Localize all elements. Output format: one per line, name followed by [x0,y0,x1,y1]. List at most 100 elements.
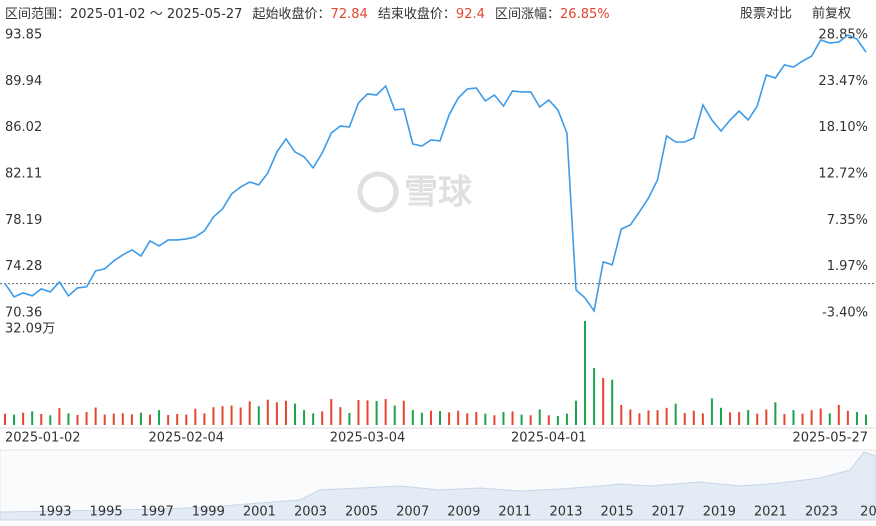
volume-bar [629,409,632,425]
volume-bar [230,405,233,425]
volume-bar [475,412,478,425]
adjust-button[interactable]: 前复权 [812,6,851,22]
volume-bar [493,415,496,425]
y2-tick-label: 18.10% [818,120,868,135]
volume-bar [502,412,505,425]
price-line [4,34,867,313]
volume-bar [49,415,52,425]
volume-bar [176,413,179,425]
volume-bar [13,414,16,425]
navigator-year: 2017 [652,505,685,520]
volume-bar [348,413,351,425]
y-tick-label: 86.02 [5,120,42,135]
volume-bar [58,408,61,425]
volume-bar [602,378,605,425]
volume-bar [411,410,414,425]
navigator-year: 2005 [345,505,378,520]
volume-bar [239,407,242,425]
volume-bar [729,412,732,425]
volume-bar [810,410,813,425]
y2-tick-label: 28.85% [818,28,868,43]
watermark-logo [357,171,399,213]
volume-bar [303,410,306,425]
volume-bar [402,400,405,425]
volume-bar [511,411,514,425]
y2-tick-label: -3.40% [822,306,868,321]
volume-bar [865,414,867,425]
volume-bar [149,414,152,425]
y2-tick-label: 12.72% [818,167,868,182]
navigator-year: 2013 [549,505,582,520]
volume-bar [366,400,369,425]
volume-bar [611,379,614,425]
volume-bar [584,321,587,425]
volume-bar [792,410,795,425]
volume-bar [448,412,451,425]
volume-bar [710,398,713,425]
navigator-year: 2021 [754,505,787,520]
volume-bar [457,410,460,425]
volume-bar [284,400,287,425]
volume-bar [529,415,532,425]
volume-bar [103,414,106,425]
navigator-year: 1997 [141,505,174,520]
volume-bar [846,410,849,425]
volume-bar [593,367,596,425]
navigator-year: 2001 [243,505,276,520]
navigator-year: 2007 [396,505,429,520]
volume-bar [40,413,43,425]
volume-bar [22,412,25,425]
volume-bar [4,413,6,425]
navigator-year: 2009 [447,505,480,520]
navigator-year: 2019 [703,505,736,520]
volume-bar [719,407,722,425]
volume-bar [248,401,251,425]
volume-bar [765,409,768,425]
x-tick-label: 2025-04-01 [511,431,587,446]
range-label: 区间范围： [5,7,70,22]
volume-bar [330,399,333,425]
volume-bar [321,411,324,425]
volume-bar [565,413,568,425]
volume-bar [357,400,360,425]
volume-bar [774,402,777,425]
volume-bar [375,401,378,425]
volume-bar [393,405,396,425]
volume-bar [801,413,804,425]
y-tick-label: 74.28 [5,259,42,274]
start-label: 起始收盘价： [253,6,331,22]
volume-bar [384,399,387,425]
volume-bar [139,412,142,425]
navigator-year: 1995 [90,505,123,520]
compare-button[interactable]: 股票对比 [740,7,792,22]
volume-bar [855,412,858,425]
volume-bar [420,412,423,425]
volume-tick-label: 32.09万 [5,322,55,337]
y2-tick-label: 23.47% [818,74,868,89]
volume-bar [828,413,831,425]
volume-bar [819,408,822,425]
volume-bar [837,404,840,425]
range: 2025-01-02 ～ 2025-05-27 [70,7,242,22]
volume-bar [194,408,197,425]
change-label: 区间涨幅： [495,7,560,22]
y-tick-label: 78.19 [5,213,42,228]
y-tick-label: 93.85 [5,28,42,43]
navigator-year: 2003 [294,505,327,520]
y2-tick-label: 7.35% [827,213,868,228]
navigator-year: 1993 [38,505,71,520]
volume-bar [466,413,469,425]
volume-bar [692,410,695,425]
volume-bar [665,407,668,425]
volume-bar [221,406,224,425]
navigator-year: 1999 [192,505,225,520]
volume-bar [674,403,677,425]
volume-bar [520,414,523,425]
volume-bar [783,413,786,425]
y-tick-label: 82.11 [5,166,42,181]
volume-bar [94,407,97,425]
watermark: 雪球 [357,171,473,213]
watermark-text: 雪球 [404,173,473,213]
